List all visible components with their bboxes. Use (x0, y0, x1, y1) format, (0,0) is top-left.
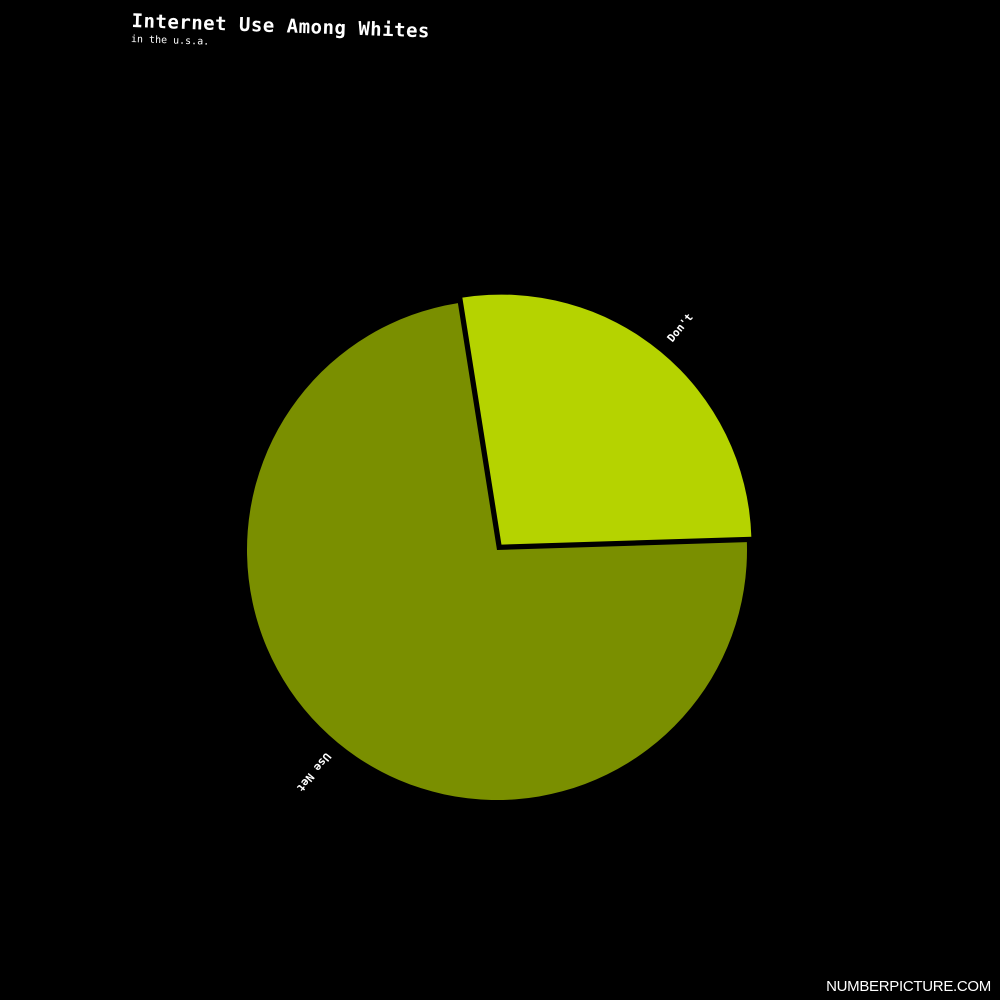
pie-slice-0 (462, 294, 752, 545)
pie-label-0: Don't (665, 311, 696, 345)
pie-slices (247, 294, 752, 801)
pie-label-1: Use Net (294, 750, 334, 794)
site-credit: NUMBERPICTURE.COM (826, 978, 991, 995)
pie-slice-1 (247, 303, 748, 801)
